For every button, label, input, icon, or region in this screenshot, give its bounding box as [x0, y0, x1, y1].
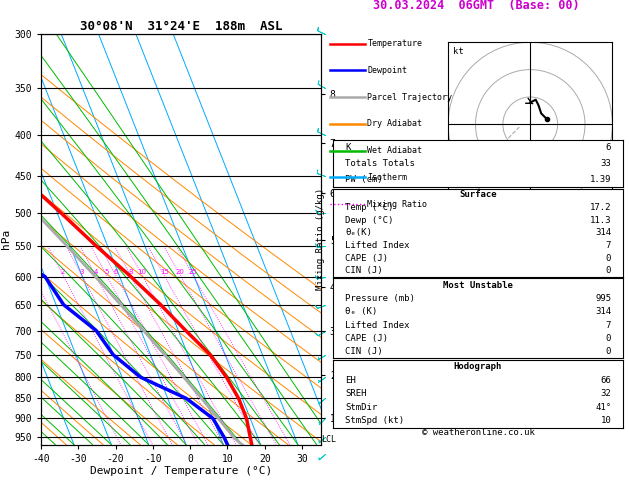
Text: EH: EH — [345, 376, 355, 385]
Text: SREH: SREH — [345, 389, 367, 399]
Text: 5: 5 — [104, 269, 109, 276]
Title: 30°08'N  31°24'E  188m  ASL: 30°08'N 31°24'E 188m ASL — [80, 20, 282, 33]
Text: 32: 32 — [601, 389, 611, 399]
Text: 17.2: 17.2 — [589, 203, 611, 212]
Text: Dewp (°C): Dewp (°C) — [345, 216, 393, 225]
Text: 10: 10 — [601, 417, 611, 425]
Text: PW (cm): PW (cm) — [345, 175, 382, 184]
Text: CAPE (J): CAPE (J) — [345, 334, 388, 343]
Text: 4: 4 — [93, 269, 97, 276]
Text: 10: 10 — [138, 269, 147, 276]
Text: © weatheronline.co.uk: © weatheronline.co.uk — [421, 428, 535, 437]
Text: Surface: Surface — [459, 191, 497, 199]
Text: Dewpoint: Dewpoint — [367, 66, 408, 75]
Text: 7: 7 — [606, 321, 611, 330]
Text: 20: 20 — [176, 269, 185, 276]
Text: CIN (J): CIN (J) — [345, 347, 382, 356]
Text: 30.03.2024  06GMT  (Base: 00): 30.03.2024 06GMT (Base: 00) — [373, 0, 580, 12]
Text: 25: 25 — [189, 269, 198, 276]
Text: 66: 66 — [601, 376, 611, 385]
Text: θₑ (K): θₑ (K) — [345, 307, 377, 316]
Text: 995: 995 — [595, 294, 611, 303]
Text: 11.3: 11.3 — [589, 216, 611, 225]
Text: 1.39: 1.39 — [589, 175, 611, 184]
Text: Mixing Ratio: Mixing Ratio — [367, 200, 427, 208]
Text: Mixing Ratio (g/kg): Mixing Ratio (g/kg) — [316, 188, 325, 291]
Text: Temp (°C): Temp (°C) — [345, 203, 393, 212]
Text: Isotherm: Isotherm — [367, 173, 408, 182]
Text: Wet Adiabat: Wet Adiabat — [367, 146, 422, 155]
Text: 33: 33 — [601, 159, 611, 168]
Text: 0: 0 — [606, 347, 611, 356]
X-axis label: Dewpoint / Temperature (°C): Dewpoint / Temperature (°C) — [90, 467, 272, 476]
Text: 3: 3 — [80, 269, 84, 276]
Text: 0: 0 — [606, 254, 611, 262]
Text: 0: 0 — [606, 334, 611, 343]
Text: Lifted Index: Lifted Index — [345, 321, 409, 330]
Text: 2: 2 — [61, 269, 65, 276]
Y-axis label: hPa: hPa — [1, 229, 11, 249]
Text: CAPE (J): CAPE (J) — [345, 254, 388, 262]
Text: 8: 8 — [128, 269, 133, 276]
Text: 314: 314 — [595, 307, 611, 316]
Text: LCL: LCL — [321, 435, 337, 444]
Text: 314: 314 — [595, 228, 611, 237]
Text: Dry Adiabat: Dry Adiabat — [367, 120, 422, 128]
Text: K: K — [345, 143, 350, 152]
Text: 41°: 41° — [595, 403, 611, 412]
Text: 6: 6 — [606, 143, 611, 152]
Text: 6: 6 — [113, 269, 118, 276]
Text: 15: 15 — [160, 269, 169, 276]
Text: 7: 7 — [606, 241, 611, 250]
Text: Lifted Index: Lifted Index — [345, 241, 409, 250]
Text: Parcel Trajectory: Parcel Trajectory — [367, 93, 452, 102]
Text: StmDir: StmDir — [345, 403, 377, 412]
Text: Totals Totals: Totals Totals — [345, 159, 415, 168]
Text: kt: kt — [453, 47, 464, 56]
Text: θₑ(K): θₑ(K) — [345, 228, 372, 237]
Text: StmSpd (kt): StmSpd (kt) — [345, 417, 404, 425]
Y-axis label: km
ASL: km ASL — [338, 230, 360, 248]
Text: Temperature: Temperature — [367, 39, 422, 48]
Text: 0: 0 — [606, 266, 611, 275]
Text: CIN (J): CIN (J) — [345, 266, 382, 275]
Text: Hodograph: Hodograph — [454, 362, 502, 371]
Text: Pressure (mb): Pressure (mb) — [345, 294, 415, 303]
Text: Most Unstable: Most Unstable — [443, 280, 513, 290]
